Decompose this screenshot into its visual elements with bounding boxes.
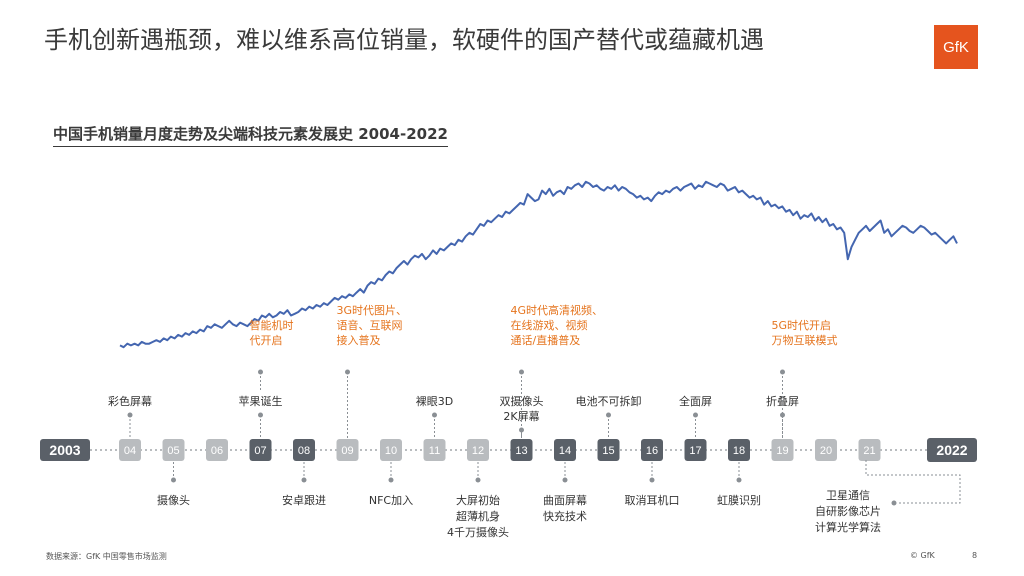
chart-title: 中国手机销量月度走势及尖端科技元素发展史 2004-2022: [53, 123, 448, 147]
annotation-highlight-19: 5G时代开启万物互联模式: [772, 319, 838, 438]
timeline-year-18: 18: [728, 439, 750, 461]
timeline-year-06: 06: [206, 439, 228, 461]
annotation-highlight-13: 4G时代高清视频、在线游戏、视频通话/直播普及: [511, 303, 604, 438]
sales-line-layer: [119, 180, 958, 349]
timeline-year-13: 13: [510, 439, 533, 461]
timeline-year-label: 15: [602, 445, 614, 457]
annotation-below-08: 安卓跟进: [282, 462, 326, 507]
svg-text:电池不可拆卸: 电池不可拆卸: [576, 394, 642, 408]
svg-text:3G时代图片、语音、互联网接入普及: 3G时代图片、语音、互联网接入普及: [337, 304, 408, 347]
timeline-year-label: 11: [429, 445, 440, 457]
svg-text:取消耳机口: 取消耳机口: [625, 493, 680, 507]
timeline-year-label: 08: [298, 445, 310, 457]
page-title: 手机创新遇瓶颈，难以维系高位销量，软硬件的国产替代或蕴藏机遇: [44, 26, 764, 54]
timeline-start-label: 2003: [49, 442, 80, 458]
svg-text:彩色屏幕: 彩色屏幕: [108, 394, 152, 408]
annotation-highlight-09: 3G时代图片、语音、互联网接入普及: [337, 304, 408, 438]
annotation-above-11: 裸眼3D: [416, 394, 453, 438]
timeline-year-label: 21: [863, 445, 875, 457]
connector-2021-dot: [891, 500, 897, 506]
annotation-below-18: 虹膜识别: [717, 462, 761, 507]
timeline-year-14: 14: [554, 439, 576, 461]
timeline-year-label: 19: [776, 445, 788, 457]
timeline-year-label: 06: [211, 445, 223, 457]
timeline-year-label: 20: [820, 445, 832, 457]
svg-text:苹果诞生: 苹果诞生: [239, 394, 283, 408]
timeline-year-label: 14: [559, 445, 571, 457]
timeline-year-08: 08: [293, 439, 315, 461]
svg-text:曲面屏幕快充技术: 曲面屏幕快充技术: [543, 493, 587, 523]
svg-text:全面屏: 全面屏: [679, 394, 712, 408]
svg-text:智能机时代开启: 智能机时代开启: [250, 318, 294, 347]
svg-text:4G时代高清视频、在线游戏、视频通话/直播普及: 4G时代高清视频、在线游戏、视频通话/直播普及: [511, 303, 604, 347]
timeline-year-label: 04: [124, 445, 136, 457]
sales-series-line: [119, 180, 958, 349]
timeline-year-label: 18: [733, 445, 745, 457]
timeline-year-16: 16: [641, 439, 663, 461]
annotation-below-10: NFC加入: [369, 462, 413, 507]
svg-text:虹膜识别: 虹膜识别: [717, 494, 761, 507]
annotation-below-05: 摄像头: [157, 462, 190, 507]
annotation-above-07: 苹果诞生: [239, 394, 283, 438]
timeline-layer: 2003 04 05 06 07 08 09 10 11 12 13 14 15 16 17 18 19 20 21…: [40, 438, 977, 462]
timeline-start-box: 2003: [40, 439, 90, 461]
page-number: 8: [972, 551, 978, 560]
timeline-year-17: 17: [684, 439, 707, 461]
timeline-year-05: 05: [162, 439, 185, 461]
footer-source: 数据来源：GfK 中国零售市场监测: [46, 552, 167, 561]
annotation-below-14: 曲面屏幕快充技术: [543, 462, 587, 523]
timeline-year-20: 20: [815, 439, 837, 461]
svg-text:5G时代开启万物互联模式: 5G时代开启万物互联模式: [772, 319, 838, 347]
timeline-end-box: 2022: [927, 438, 977, 462]
svg-text:NFC加入: NFC加入: [369, 494, 413, 507]
timeline-year-10: 10: [380, 439, 402, 461]
annotation-below-16: 取消耳机口: [625, 462, 680, 507]
timeline-year-04: 04: [119, 439, 141, 461]
svg-text:卫星通信自研影像芯片计算光学算法: 卫星通信自研影像芯片计算光学算法: [815, 489, 881, 534]
timeline-year-label: 10: [385, 445, 397, 457]
timeline-year-label: 16: [646, 445, 658, 457]
timeline-year-19: 19: [771, 439, 794, 461]
svg-text:裸眼3D: 裸眼3D: [416, 394, 453, 408]
timeline-year-07: 07: [249, 439, 272, 461]
annotation-above-15: 电池不可拆卸: [576, 394, 642, 438]
timeline-end-label: 2022: [936, 442, 967, 458]
connector-2021-bracket: [865, 460, 961, 504]
footer-copyright: © GfK: [910, 551, 935, 560]
gfk-logo: GfK: [934, 25, 978, 69]
annotation-below-21: 卫星通信自研影像芯片计算光学算法: [815, 489, 881, 534]
timeline-year-label: 07: [254, 445, 266, 457]
timeline-year-label: 12: [472, 445, 484, 457]
timeline-year-label: 17: [689, 445, 701, 457]
svg-text:安卓跟进: 安卓跟进: [282, 493, 326, 507]
annotation-above-17: 全面屏: [679, 394, 712, 438]
annotation-below-12: 大屏初始超薄机身 4千万摄像头: [447, 462, 509, 539]
timeline-year-09: 09: [336, 439, 359, 461]
timeline-year-15: 15: [597, 439, 620, 461]
timeline-year-label: 05: [167, 445, 179, 457]
timeline-year-12: 12: [467, 439, 489, 461]
annotation-highlight-07: 智能机时代开启: [250, 318, 294, 392]
timeline-year-21: 21: [858, 439, 881, 461]
timeline-year-11: 11: [423, 439, 446, 461]
timeline-year-label: 13: [515, 445, 527, 457]
annotation-above-04: 彩色屏幕: [108, 394, 152, 438]
timeline-year-label: 09: [341, 445, 353, 457]
svg-text:摄像头: 摄像头: [157, 493, 190, 507]
